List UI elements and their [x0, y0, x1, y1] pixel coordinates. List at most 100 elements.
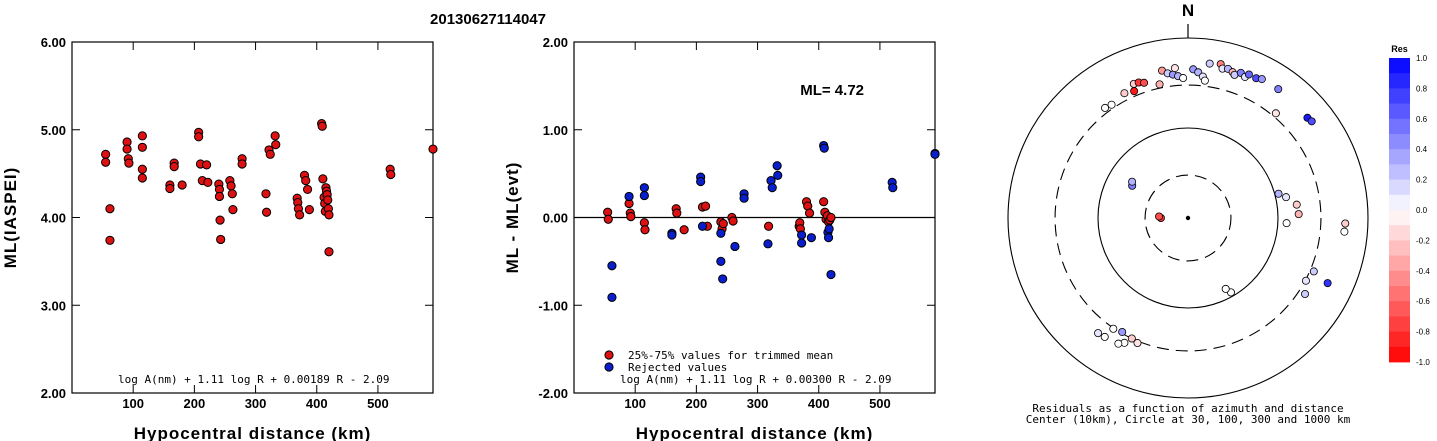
rejected-data-point [607, 292, 617, 302]
x-tick-label: 300 [245, 396, 267, 411]
colorbar-segment [1389, 103, 1410, 120]
rejected-data-point [639, 190, 649, 201]
station-residual-point [1130, 87, 1139, 96]
station-residual-point [1179, 74, 1188, 83]
used-data-point [101, 149, 111, 159]
rejected-data-point [763, 239, 773, 249]
colorbar-segment [1389, 240, 1410, 256]
station-residual-point [1271, 109, 1280, 118]
polar-caption-line: Center (10km), Circle at 30, 100, 300 an… [1026, 413, 1351, 426]
used-data-point [324, 210, 334, 220]
legend-label: 25%-75% values for trimmed mean [628, 349, 833, 362]
used-data-point [603, 214, 613, 224]
station-residual-point [1292, 200, 1301, 209]
rejected-data-point [697, 221, 708, 231]
used-data-point [122, 144, 132, 154]
used-data-point [672, 208, 682, 218]
station-residual-point [1205, 59, 1214, 68]
used-data-point [819, 197, 829, 207]
used-data-point [318, 174, 328, 184]
used-data-point [137, 164, 147, 174]
used-data-point [105, 204, 115, 214]
used-data-point [228, 205, 238, 215]
used-data-point [214, 191, 225, 202]
y-axis-label: ML - ML(evt) [503, 162, 522, 274]
legend-marker [604, 350, 614, 360]
station-residual-point [1282, 219, 1291, 228]
north-label: N [1182, 1, 1194, 20]
y-tick-label: 3.00 [41, 298, 66, 313]
x-tick-label: 100 [122, 396, 144, 411]
used-data-point [203, 177, 213, 187]
ml-vs-distance-panel: 100 200 300 400 500 2.00 3.00 4.00 5.00 6.00 Hypoc… [1, 35, 438, 441]
used-data-point [226, 181, 236, 191]
x-axis-label: Hypocentral distance (km) [636, 424, 874, 441]
colorbar-segment [1389, 210, 1410, 226]
station-residual-point [1257, 75, 1266, 84]
station-residual-point [1323, 279, 1332, 288]
station-residual-point [1101, 103, 1110, 112]
station-residual-point [1094, 329, 1103, 338]
colorbar-tick-label: 0.8 [1416, 84, 1428, 93]
rejected-data-point [824, 224, 834, 234]
used-data-point [271, 140, 281, 150]
azimuth-distance-panel: N Residuals as a function of azimuth and … [1007, 1, 1369, 426]
y-tick-label: 2.00 [543, 35, 568, 50]
used-data-point [700, 201, 711, 211]
colorbar-segment [1389, 270, 1410, 287]
distance-ring [1097, 127, 1279, 309]
used-data-point [169, 162, 179, 172]
station-residual-point [1274, 189, 1283, 198]
used-data-point [101, 157, 111, 167]
residual-vs-distance-panel: 100 200 300 400 500 -2.00 -1.00 0.00 1.00 2.00 Hyp… [503, 35, 940, 441]
station-residual-point [1120, 89, 1129, 98]
y-tick-label: 1.00 [543, 123, 568, 138]
x-tick-label: 200 [184, 396, 206, 411]
rejected-data-point [826, 269, 836, 280]
plot-frame [71, 41, 434, 394]
colorbar-segment [1389, 225, 1410, 241]
used-data-point [626, 212, 636, 222]
used-data-point [215, 215, 225, 225]
used-data-point [428, 144, 438, 154]
x-tick-label: 100 [624, 396, 646, 411]
used-data-point [227, 189, 237, 199]
used-data-point [324, 247, 334, 257]
y-tick-label: 2.00 [41, 386, 66, 401]
rejected-data-point [819, 143, 829, 153]
colorbar-segment [1389, 286, 1410, 302]
y-axis-label: ML(IASPEI) [1, 167, 20, 269]
used-data-point [270, 131, 280, 141]
rejected-data-point [696, 176, 706, 187]
colorbar-segment [1389, 255, 1410, 272]
colorbar-tick-label: 0.4 [1416, 145, 1428, 154]
station-residual-point [1114, 339, 1123, 348]
used-data-point [317, 121, 327, 131]
station-residual-point [1341, 219, 1350, 228]
used-data-point [826, 212, 836, 223]
station-residual-point [1274, 85, 1283, 94]
rejected-data-point [716, 228, 726, 238]
used-data-point [763, 221, 774, 231]
rejected-data-point [773, 170, 783, 180]
used-data-point [301, 176, 311, 186]
station-residual-point [1294, 210, 1303, 219]
used-data-point [177, 180, 187, 190]
used-data-point [194, 132, 204, 142]
colorbar-segment [1389, 316, 1410, 332]
rejected-data-point [823, 233, 834, 243]
x-tick-label: 200 [686, 396, 708, 411]
used-data-point [165, 183, 175, 194]
used-data-point [265, 149, 275, 159]
colorbar-tick-label: 1.0 [1416, 54, 1428, 63]
rejected-data-point [607, 261, 617, 271]
colorbar-segment [1389, 301, 1410, 317]
used-data-point [105, 235, 115, 245]
distance-ring [1144, 174, 1232, 262]
ml-annotation: ML= 4.72 [800, 82, 864, 99]
residual-colorbar: Res 1.0 0.8 0.6 0.4 0.2 0.0 -0.2 -0.4 -0.6 -0.8 -1.… [1389, 44, 1430, 367]
station-residual-point [1170, 64, 1179, 73]
used-data-point [640, 225, 650, 235]
used-data-point [261, 189, 271, 199]
